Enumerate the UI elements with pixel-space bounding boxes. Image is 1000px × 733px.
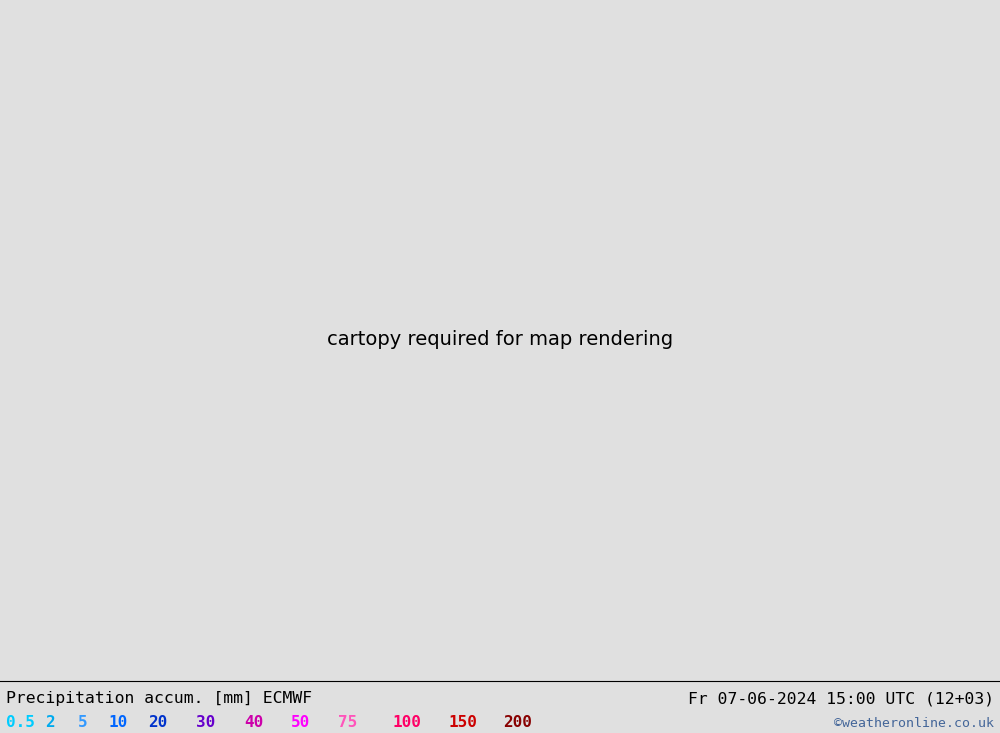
Text: 20: 20 <box>148 715 167 730</box>
Text: Precipitation accum. [mm] ECMWF: Precipitation accum. [mm] ECMWF <box>6 691 312 707</box>
Text: 100: 100 <box>393 715 422 730</box>
Text: 5: 5 <box>78 715 88 730</box>
Text: 50: 50 <box>291 715 310 730</box>
Text: 2: 2 <box>45 715 55 730</box>
Text: ©weatheronline.co.uk: ©weatheronline.co.uk <box>834 718 994 730</box>
Text: 150: 150 <box>448 715 477 730</box>
Text: Fr 07-06-2024 15:00 UTC (12+03): Fr 07-06-2024 15:00 UTC (12+03) <box>688 691 994 707</box>
Text: 0.5: 0.5 <box>6 715 35 730</box>
Text: 10: 10 <box>108 715 127 730</box>
Text: 75: 75 <box>338 715 357 730</box>
Text: 200: 200 <box>503 715 532 730</box>
Text: 40: 40 <box>244 715 263 730</box>
Text: cartopy required for map rendering: cartopy required for map rendering <box>327 331 673 349</box>
Text: 30: 30 <box>196 715 215 730</box>
